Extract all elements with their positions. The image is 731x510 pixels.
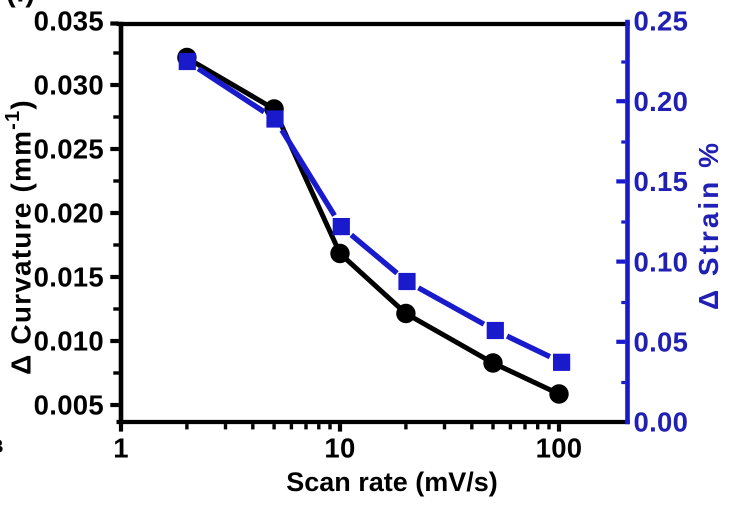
- svg-text:0.25: 0.25: [634, 6, 689, 37]
- svg-text:Scan rate (mV/s): Scan rate (mV/s): [286, 467, 498, 497]
- svg-text:1: 1: [113, 433, 129, 464]
- svg-text:0.005: 0.005: [34, 390, 104, 421]
- svg-text:0.010: 0.010: [34, 326, 104, 357]
- svg-text:0.035: 0.035: [34, 6, 104, 37]
- svg-text:0.20: 0.20: [634, 86, 689, 117]
- svg-text:0.030: 0.030: [34, 70, 104, 101]
- svg-text:0.00: 0.00: [634, 407, 689, 438]
- svg-text:0.020: 0.020: [34, 198, 104, 229]
- svg-text:(f): (f): [6, 0, 35, 9]
- svg-text:0.015: 0.015: [34, 262, 104, 293]
- svg-text:Δ Curvature (mm-1): Δ Curvature (mm-1): [2, 99, 37, 375]
- svg-text:100: 100: [536, 433, 583, 464]
- svg-text:0.025: 0.025: [34, 134, 104, 165]
- svg-text:10: 10: [324, 433, 355, 464]
- svg-text:Δ Strain %: Δ Strain %: [693, 140, 724, 310]
- svg-text:B: B: [0, 437, 4, 457]
- svg-text:0.05: 0.05: [634, 327, 689, 358]
- svg-text:0.15: 0.15: [634, 166, 689, 197]
- svg-text:0.10: 0.10: [634, 246, 689, 277]
